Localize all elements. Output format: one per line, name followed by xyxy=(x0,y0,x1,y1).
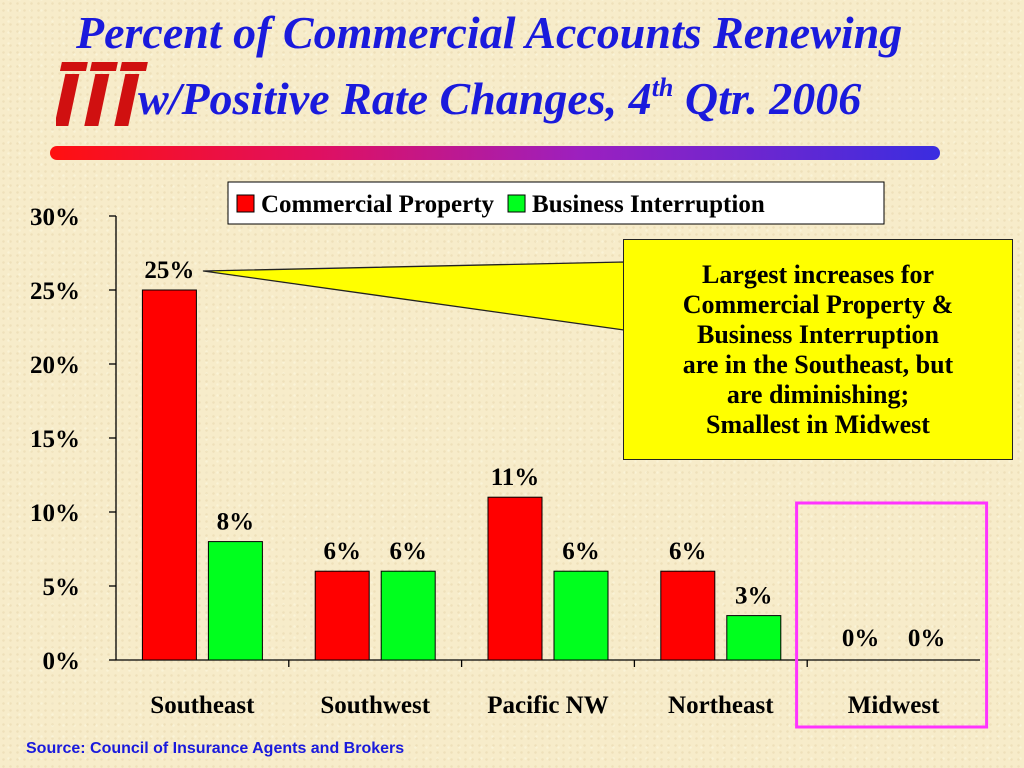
data-label: 6% xyxy=(389,538,427,565)
legend-box xyxy=(227,181,885,225)
bar-commercial-property xyxy=(314,570,370,661)
bar-business-interruption xyxy=(380,570,436,661)
data-label: 6% xyxy=(562,538,600,565)
source-note: Source: Council of Insurance Agents and … xyxy=(26,740,405,757)
callout-line: Commercial Property & xyxy=(682,289,954,319)
x-category-label: Southwest xyxy=(320,692,430,719)
callout-pointer xyxy=(202,261,625,331)
bar-commercial-property xyxy=(141,289,197,661)
data-label: 11% xyxy=(491,464,540,491)
legend-label: Commercial Property xyxy=(261,191,495,218)
title-line-2-main: w/Positive Rate Changes, 4 xyxy=(138,73,652,124)
x-category-label: Northeast xyxy=(668,692,774,719)
page-title-line-2: w/Positive Rate Changes, 4th Qtr. 2006 xyxy=(138,72,861,125)
y-tick-label: 15% xyxy=(30,426,80,453)
bar-business-interruption xyxy=(553,570,609,661)
x-category-label: Southeast xyxy=(150,692,255,719)
title-rule-bar xyxy=(50,146,940,160)
callout-line: Business Interruption xyxy=(697,319,939,349)
data-label: 8% xyxy=(217,509,255,536)
midwest-highlight-box xyxy=(795,501,989,729)
y-tick-label: 0% xyxy=(43,648,81,675)
bar-business-interruption xyxy=(726,615,782,661)
iii-logo xyxy=(56,62,148,126)
legend-label: Business Interruption xyxy=(532,191,765,218)
data-label: 6% xyxy=(323,538,361,565)
title-line-2-end: Qtr. 2006 xyxy=(673,73,862,124)
x-category-label: Midwest xyxy=(848,692,940,719)
callout-line: are in the Southeast, but xyxy=(682,349,954,379)
y-tick-label: 25% xyxy=(30,278,80,305)
legend-swatch xyxy=(507,194,526,213)
data-label: 0% xyxy=(842,625,880,652)
callout-box: Largest increases for Commercial Propert… xyxy=(623,239,1013,460)
bar-business-interruption xyxy=(207,541,263,661)
legend-swatch xyxy=(236,194,255,213)
callout-line: Largest increases for xyxy=(701,259,934,289)
title-superscript: th xyxy=(651,73,674,102)
callout-line: Smallest in Midwest xyxy=(706,409,930,439)
y-tick-label: 10% xyxy=(30,500,80,527)
y-tick-label: 30% xyxy=(30,204,80,231)
data-label: 6% xyxy=(669,538,707,565)
data-label: 3% xyxy=(735,583,773,610)
x-category-label: Pacific NW xyxy=(487,692,608,719)
data-label: 25% xyxy=(144,257,194,284)
y-tick-label: 20% xyxy=(30,352,80,379)
callout-line: are diminishing; xyxy=(726,379,910,409)
bar-commercial-property xyxy=(660,570,716,661)
bar-commercial-property xyxy=(487,496,543,661)
data-label: 0% xyxy=(908,625,946,652)
page-title-line-1: Percent of Commercial Accounts Renewing xyxy=(76,7,903,58)
y-tick-label: 5% xyxy=(43,574,81,601)
